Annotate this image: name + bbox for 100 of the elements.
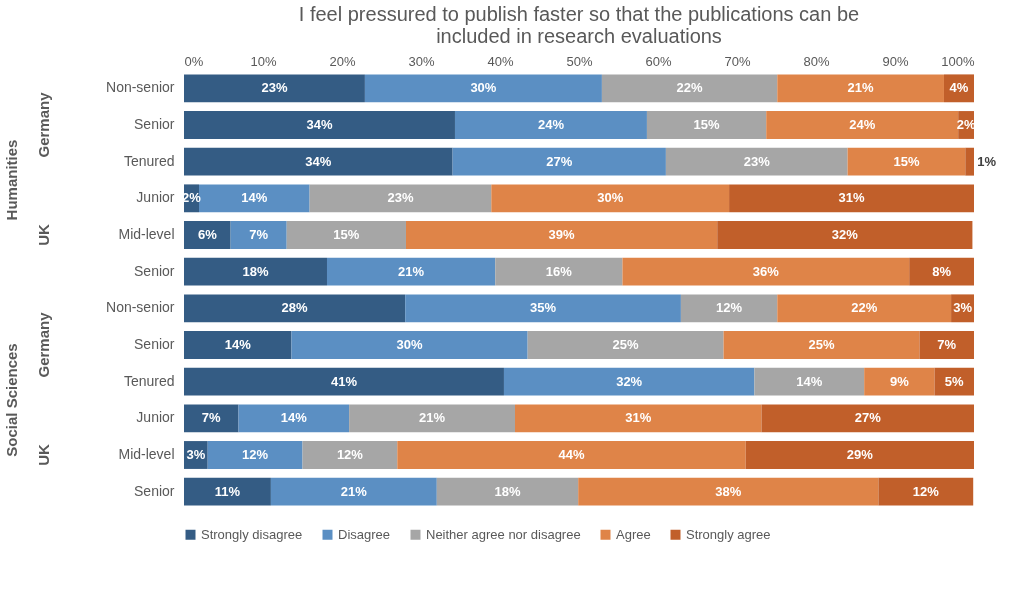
data-label: 30%: [470, 80, 497, 96]
data-label: 35%: [530, 300, 557, 316]
y-tick-label: Mid-level: [118, 226, 175, 242]
data-label: 22%: [676, 80, 704, 96]
data-label: 22%: [851, 300, 878, 316]
bar: [452, 147, 666, 176]
data-label: 21%: [419, 410, 446, 426]
bar: [286, 221, 406, 249]
bar: [601, 74, 778, 103]
bar: [184, 331, 292, 359]
data-label: 12%: [336, 447, 364, 462]
bar: [754, 367, 865, 396]
data-label: 12%: [242, 447, 269, 462]
x-tick-label: 30%: [408, 53, 435, 69]
bar: [919, 331, 974, 359]
data-label: 27%: [546, 153, 573, 169]
data-label: 8%: [932, 263, 952, 279]
legend-label: Strongly agree: [686, 526, 771, 542]
data-label: 44%: [558, 447, 585, 462]
data-label: 3%: [186, 447, 206, 462]
y-tick-label: Tenured: [123, 152, 175, 169]
x-tick-label: 10%: [250, 53, 277, 69]
bar: [745, 441, 974, 469]
bar: [646, 111, 767, 139]
bar: [864, 367, 935, 396]
data-label: 32%: [831, 227, 859, 242]
data-label: 14%: [224, 337, 252, 352]
y-tick-label: Non-senior: [106, 299, 175, 316]
y-tick-label: Senior: [134, 116, 175, 132]
data-label: 6%: [197, 227, 218, 242]
bar: [184, 257, 327, 286]
text: Germany: [35, 91, 52, 158]
data-label: 12%: [716, 300, 743, 316]
bar: [729, 184, 974, 213]
data-label: 30%: [396, 337, 423, 352]
data-label: 23%: [743, 153, 771, 169]
bar: [184, 221, 231, 249]
y-tick-label: Senior: [134, 262, 175, 279]
y-tick-label: Senior: [134, 336, 175, 352]
bar: [184, 294, 406, 323]
bar: [491, 184, 730, 213]
data-label: 28%: [281, 300, 309, 316]
data-label: 7%: [201, 410, 222, 426]
bar: [436, 477, 579, 506]
data-label: 39%: [548, 227, 576, 242]
bar: [184, 147, 453, 176]
x-tick-label: 50%: [566, 53, 593, 69]
data-label: 25%: [612, 337, 640, 352]
data-label: 24%: [849, 117, 876, 132]
data-label: 16%: [545, 263, 573, 279]
data-label: 3%: [953, 300, 973, 316]
x-tick-label: 60%: [645, 53, 672, 69]
data-label: 15%: [333, 227, 360, 242]
bar: [199, 184, 310, 213]
data-label: 15%: [693, 117, 721, 132]
data-label: 21%: [398, 263, 425, 279]
bar: [515, 404, 762, 433]
bar: [184, 404, 239, 433]
data-label: 1%: [977, 153, 997, 169]
y-tick-label: Junior: [136, 409, 175, 426]
bar: [909, 257, 974, 286]
data-label: 21%: [340, 483, 368, 499]
bar: [777, 294, 952, 323]
bar: [847, 147, 966, 176]
data-label: 18%: [494, 483, 521, 499]
bar: [777, 74, 944, 103]
bar: [680, 294, 778, 323]
text: Social Sciences: [3, 343, 20, 457]
bar: [503, 367, 755, 396]
bar: [622, 257, 910, 286]
bar: [397, 441, 746, 469]
legend-label: Neither agree nor disagree: [426, 526, 581, 542]
x-tick-label: 70%: [724, 53, 751, 69]
text: Germany: [35, 311, 52, 378]
data-label: 4%: [949, 80, 969, 96]
bar: [184, 477, 271, 506]
y-tick-label: Non-senior: [106, 79, 175, 96]
data-label: 31%: [838, 190, 865, 206]
data-label: 29%: [846, 447, 874, 462]
bar: [405, 221, 718, 249]
data-label: 24%: [537, 117, 565, 132]
data-label: 14%: [241, 190, 268, 206]
y-tick-label: Junior: [136, 189, 175, 206]
y-tick-label: Mid-level: [118, 446, 175, 462]
data-label: 18%: [242, 263, 269, 279]
bar: [495, 257, 623, 286]
legend-label: Strongly disagree: [201, 526, 303, 542]
data-label: 5%: [944, 373, 965, 389]
bar: [184, 367, 504, 396]
data-label: 36%: [752, 263, 780, 279]
data-label: 23%: [387, 190, 414, 206]
bar: [184, 74, 365, 103]
legend-label: Disagree: [338, 526, 391, 542]
bar: [309, 184, 492, 213]
data-label: 25%: [808, 337, 835, 352]
data-label: 7%: [249, 227, 269, 242]
data-label: 21%: [847, 80, 875, 96]
x-tick-label: 0%: [184, 53, 204, 69]
bar: [527, 331, 724, 359]
bar: [766, 111, 959, 139]
